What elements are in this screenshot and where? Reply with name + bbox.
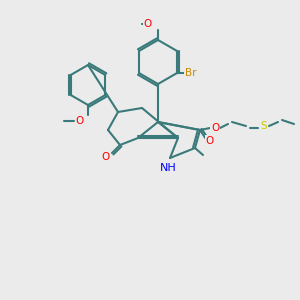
Text: O: O <box>76 116 84 126</box>
Text: Br: Br <box>185 68 197 78</box>
Text: S: S <box>261 121 267 131</box>
Text: O: O <box>206 136 214 146</box>
Text: O: O <box>102 152 110 162</box>
Text: NH: NH <box>160 163 176 173</box>
Text: O: O <box>144 19 152 29</box>
Text: O: O <box>211 123 219 133</box>
